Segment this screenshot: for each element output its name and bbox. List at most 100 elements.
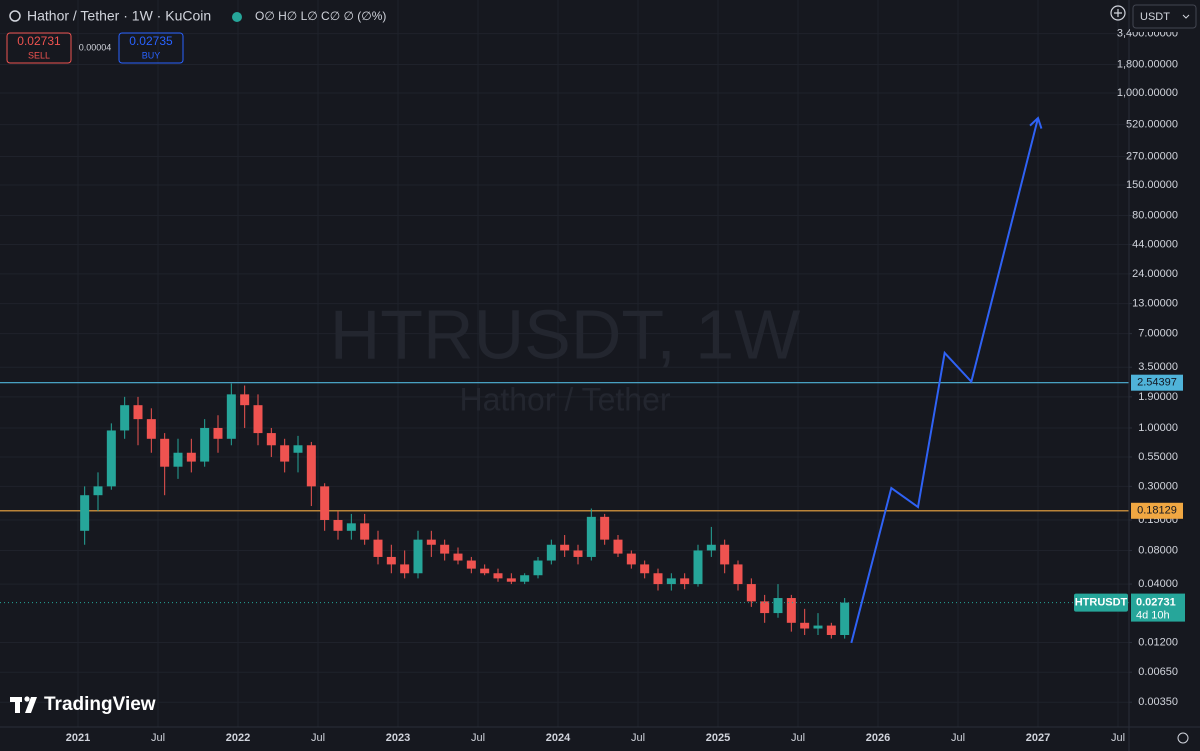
- candle-body: [453, 553, 463, 561]
- sell-button[interactable]: [6, 32, 72, 64]
- candle-body: [640, 564, 650, 574]
- buy-button[interactable]: [118, 32, 184, 64]
- candle-body: [560, 544, 570, 551]
- candle-body: [733, 564, 743, 585]
- candle-body: [706, 544, 716, 551]
- candle-body: [693, 550, 703, 585]
- candle-body: [626, 553, 636, 565]
- y-tick-label: 0.01200: [1138, 636, 1178, 648]
- x-tick-label: 2026: [866, 732, 890, 744]
- y-tick-label: 3.50000: [1138, 361, 1178, 373]
- price-label-box: [1131, 374, 1183, 391]
- buy-label: BUY: [142, 50, 161, 60]
- y-tick-label: 44.00000: [1132, 238, 1178, 250]
- y-tick-label: 13.00000: [1132, 297, 1178, 309]
- price-label: 2.54397: [1137, 377, 1177, 389]
- candle-body: [546, 544, 556, 561]
- last-price-box: [1131, 593, 1185, 622]
- symbol-icon: [9, 10, 21, 22]
- logo-part: [25, 697, 37, 713]
- candle-body: [493, 573, 503, 579]
- candle-body: [400, 564, 410, 574]
- candle-body: [786, 598, 796, 623]
- ohlc-values: O∅ H∅ L∅ C∅ ∅ (∅%): [255, 9, 386, 23]
- add-icon: [1114, 9, 1122, 17]
- symbol-label-box: [1074, 593, 1128, 612]
- candle-body: [213, 427, 223, 439]
- price-label-box: [1131, 502, 1183, 519]
- plot: [0, 116, 1129, 644]
- y-tick-label: 150.00000: [1126, 179, 1178, 191]
- projection-line: [850, 117, 1039, 644]
- candle-body: [440, 544, 450, 554]
- x-tick-label: 2025: [706, 732, 730, 744]
- tradingview-logo: TradingView: [10, 694, 156, 715]
- candle-body: [266, 433, 276, 446]
- candle-body: [106, 430, 116, 487]
- candle-body: [306, 445, 316, 487]
- candle-body: [146, 419, 156, 439]
- x-tick-label: Jul: [951, 732, 965, 744]
- candle-body: [186, 452, 196, 462]
- candle-body: [320, 486, 330, 520]
- candle-body: [466, 560, 476, 569]
- y-tick-label: 7.00000: [1138, 328, 1178, 340]
- candle-body: [293, 445, 303, 453]
- candle-body: [813, 625, 823, 629]
- candle-body: [386, 556, 396, 565]
- candle-body: [773, 598, 783, 614]
- candle-body: [720, 544, 730, 565]
- candle-body: [506, 578, 516, 582]
- candle-body: [346, 523, 356, 531]
- candle-body: [840, 602, 850, 635]
- logo-part: [15, 697, 20, 713]
- symbol-label: HTRUSDT: [1075, 596, 1128, 608]
- y-tick-label: 24.00000: [1132, 268, 1178, 280]
- candle-body: [253, 405, 263, 434]
- sell-price: 0.02731: [17, 34, 61, 48]
- add-button[interactable]: [1110, 5, 1126, 21]
- y-tick-label: 520.00000: [1126, 119, 1178, 131]
- x-tick-label: Jul: [1111, 732, 1125, 744]
- candle-body: [653, 573, 663, 585]
- x-tick-label: Jul: [471, 732, 485, 744]
- top-controls: USDT: [1110, 0, 1200, 744]
- candle-body: [520, 575, 530, 582]
- candle-body: [533, 560, 543, 576]
- y-tick-label: 1,000.00000: [1117, 87, 1178, 99]
- last-price-label: 0.02731: [1136, 596, 1176, 608]
- candle-body: [480, 568, 490, 574]
- candle-body: [573, 550, 583, 557]
- y-tick-label: 1.90000: [1138, 391, 1178, 403]
- candle-body: [333, 519, 343, 531]
- candle-body: [666, 578, 676, 585]
- y-tick-label: 80.00000: [1132, 209, 1178, 221]
- buy-price: 0.02735: [129, 34, 173, 48]
- y-tick-label: 0.08000: [1138, 544, 1178, 556]
- candle-body: [760, 601, 770, 614]
- y-tick-label: 0.30000: [1138, 480, 1178, 492]
- x-tick-label: 2027: [1026, 732, 1050, 744]
- x-tick-label: Jul: [311, 732, 325, 744]
- y-tick-label: 1.00000: [1138, 422, 1178, 434]
- candle-body: [613, 539, 623, 554]
- candle-body: [173, 452, 183, 467]
- price-label: 0.18129: [1137, 505, 1177, 517]
- candle-body: [413, 539, 423, 574]
- market-status: [232, 12, 242, 22]
- y-tick-label: 1,800.00000: [1117, 58, 1178, 70]
- currency-select[interactable]: [1132, 4, 1197, 29]
- candle-body: [80, 495, 90, 531]
- watermark-sub: Hathor / Tether: [459, 381, 670, 417]
- dropdown-icon: [1182, 14, 1190, 19]
- x-tick-label: Jul: [791, 732, 805, 744]
- symbol-title[interactable]: Hathor / Tether · 1W · KuCoin: [27, 8, 211, 24]
- settings-icon[interactable]: [1177, 732, 1189, 744]
- y-tick-label: 0.00650: [1138, 666, 1178, 678]
- x-tick-label: 2024: [546, 732, 571, 744]
- x-tick-label: 2023: [386, 732, 410, 744]
- candle-body: [93, 486, 103, 496]
- watermark: HTRUSDT, 1W: [330, 295, 801, 373]
